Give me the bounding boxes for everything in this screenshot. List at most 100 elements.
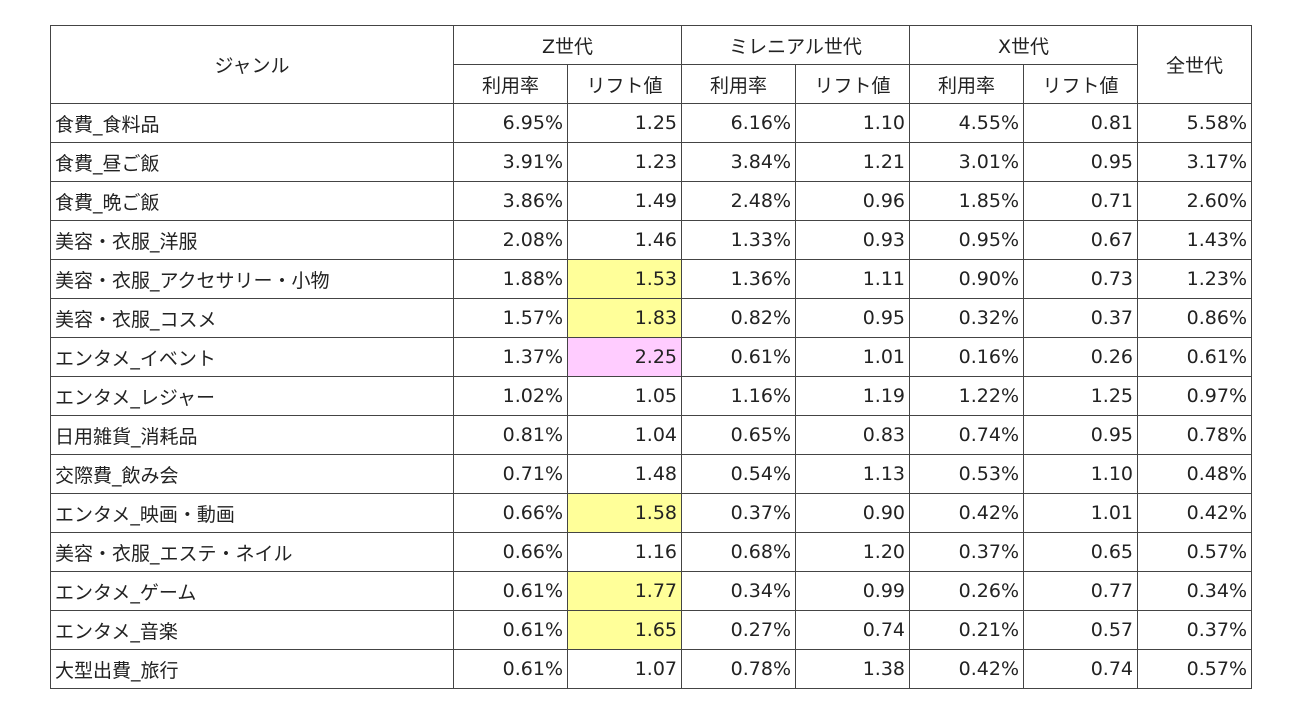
value-cell: 0.37% xyxy=(909,532,1024,572)
value-cell: 1.85% xyxy=(909,181,1024,221)
value-cell: 0.71% xyxy=(453,454,568,494)
table-body: 食費_食料品 6.95% 1.25 6.16% 1.10 4.55% 0.81 5.58% 食費… xyxy=(50,103,1252,689)
genre-cell: エンタメ_音楽 xyxy=(50,610,454,650)
table-row: 美容・衣服_エステ・ネイル 0.66% 1.16 0.68% 1.20 0.37% 0.65… xyxy=(50,532,1252,572)
table-row: 食費_晩ご飯 3.86% 1.49 2.48% 0.96 1.85% 0.71 2.60% xyxy=(50,181,1252,221)
value-cell: 3.86% xyxy=(453,181,568,221)
table-row: エンタメ_ゲーム 0.61% 1.77 0.34% 0.99 0.26% 0.77 0.34% xyxy=(50,571,1252,611)
value-cell: 3.91% xyxy=(453,142,568,182)
value-cell: 1.57% xyxy=(453,298,568,338)
value-cell: 1.46 xyxy=(567,220,682,260)
value-cell: 1.25 xyxy=(567,103,682,143)
value-cell: 1.10 xyxy=(795,103,910,143)
value-cell: 0.90% xyxy=(909,259,1024,299)
value-cell: 0.48% xyxy=(1137,454,1252,494)
table-row: エンタメ_イベント 1.37% 2.25 0.61% 1.01 0.16% 0.26 0.61… xyxy=(50,337,1252,377)
value-cell: 0.57% xyxy=(1137,532,1252,572)
value-cell: 1.48 xyxy=(567,454,682,494)
value-cell: 0.61% xyxy=(453,649,568,689)
value-cell: 0.61% xyxy=(453,610,568,650)
column-header: リフト値 xyxy=(795,64,910,104)
value-cell: 0.77 xyxy=(1023,571,1138,611)
value-cell: 0.86% xyxy=(1137,298,1252,338)
genre-cell: 大型出費_旅行 xyxy=(50,649,454,689)
value-cell: 0.83 xyxy=(795,415,910,455)
value-cell: 0.61% xyxy=(681,337,796,377)
highlight-cell: 1.58 xyxy=(567,493,682,533)
value-cell: 1.01 xyxy=(1023,493,1138,533)
value-cell: 1.25 xyxy=(1023,376,1138,416)
value-cell: 0.93 xyxy=(795,220,910,260)
table-row: エンタメ_映画・動画 0.66% 1.58 0.37% 0.90 0.42% 1.01 0.4… xyxy=(50,493,1252,533)
value-cell: 1.16% xyxy=(681,376,796,416)
value-cell: 0.99 xyxy=(795,571,910,611)
value-cell: 0.95 xyxy=(1023,142,1138,182)
highlight-cell: 1.65 xyxy=(567,610,682,650)
column-header: リフト値 xyxy=(567,64,682,104)
value-cell: 0.95% xyxy=(909,220,1024,260)
genre-header: ジャンル xyxy=(50,25,454,104)
header-row: ジャンル Z世代 ミレニアル世代 X世代 全世代 xyxy=(50,25,1252,104)
genre-cell: 食費_晩ご飯 xyxy=(50,181,454,221)
value-cell: 0.54% xyxy=(681,454,796,494)
header-row: 利用率 リフト値 利用率 リフト値 利用率 リフト値 xyxy=(51,64,1252,104)
value-cell: 3.84% xyxy=(681,142,796,182)
value-cell: 0.74 xyxy=(795,610,910,650)
table-row: 美容・衣服_洋服 2.08% 1.46 1.33% 0.93 0.95% 0.67 1.43% xyxy=(50,220,1252,260)
value-cell: 0.95 xyxy=(795,298,910,338)
value-cell: 2.48% xyxy=(681,181,796,221)
value-cell: 1.49 xyxy=(567,181,682,221)
value-cell: 1.16 xyxy=(567,532,682,572)
all-header: 全世代 xyxy=(1137,25,1252,104)
value-cell: 0.78% xyxy=(681,649,796,689)
group-header: ミレニアル世代 xyxy=(681,25,910,65)
genre-cell: 食費_昼ご飯 xyxy=(50,142,454,182)
value-cell: 2.60% xyxy=(1137,181,1252,221)
value-cell: 0.66% xyxy=(453,493,568,533)
table-row: 交際費_飲み会 0.71% 1.48 0.54% 1.13 0.53% 1.10 0.48% xyxy=(50,454,1252,494)
value-cell: 0.66% xyxy=(453,532,568,572)
genre-cell: エンタメ_イベント xyxy=(50,337,454,377)
value-cell: 0.37 xyxy=(1023,298,1138,338)
genre-cell: 日用雑貨_消耗品 xyxy=(50,415,454,455)
value-cell: 4.55% xyxy=(909,103,1024,143)
value-cell: 1.01 xyxy=(795,337,910,377)
group-header: X世代 xyxy=(909,25,1138,65)
genre-cell: エンタメ_ゲーム xyxy=(50,571,454,611)
value-cell: 0.74 xyxy=(1023,649,1138,689)
column-header: 利用率 xyxy=(453,64,568,104)
value-cell: 1.19 xyxy=(795,376,910,416)
value-cell: 0.90 xyxy=(795,493,910,533)
value-cell: 1.23% xyxy=(1137,259,1252,299)
value-cell: 1.11 xyxy=(795,259,910,299)
highlight-cell: 1.53 xyxy=(567,259,682,299)
column-header: リフト値 xyxy=(1023,64,1138,104)
genre-cell: 美容・衣服_洋服 xyxy=(50,220,454,260)
value-cell: 6.95% xyxy=(453,103,568,143)
value-cell: 1.05 xyxy=(567,376,682,416)
value-cell: 1.02% xyxy=(453,376,568,416)
genre-cell: 美容・衣服_アクセサリー・小物 xyxy=(50,259,454,299)
value-cell: 0.27% xyxy=(681,610,796,650)
value-cell: 1.33% xyxy=(681,220,796,260)
value-cell: 0.42% xyxy=(909,493,1024,533)
column-header: 利用率 xyxy=(681,64,796,104)
value-cell: 1.20 xyxy=(795,532,910,572)
table-row: エンタメ_音楽 0.61% 1.65 0.27% 0.74 0.21% 0.57 0.37% xyxy=(50,610,1252,650)
value-cell: 0.61% xyxy=(1137,337,1252,377)
value-cell: 0.81% xyxy=(453,415,568,455)
table-row: エンタメ_レジャー 1.02% 1.05 1.16% 1.19 1.22% 1.25 0.97… xyxy=(50,376,1252,416)
table-header: ジャンル Z世代 ミレニアル世代 X世代 全世代 利用率 リフト値 利用率 リフト値 利用率 リフト… xyxy=(50,25,1252,104)
value-cell: 1.43% xyxy=(1137,220,1252,260)
value-cell: 3.01% xyxy=(909,142,1024,182)
highlight-cell: 1.83 xyxy=(567,298,682,338)
value-cell: 0.32% xyxy=(909,298,1024,338)
value-cell: 0.26% xyxy=(909,571,1024,611)
value-cell: 1.04 xyxy=(567,415,682,455)
value-cell: 0.21% xyxy=(909,610,1024,650)
value-cell: 0.96 xyxy=(795,181,910,221)
table-row: 美容・衣服_コスメ 1.57% 1.83 0.82% 0.95 0.32% 0.37 0.86… xyxy=(50,298,1252,338)
value-cell: 0.78% xyxy=(1137,415,1252,455)
value-cell: 6.16% xyxy=(681,103,796,143)
